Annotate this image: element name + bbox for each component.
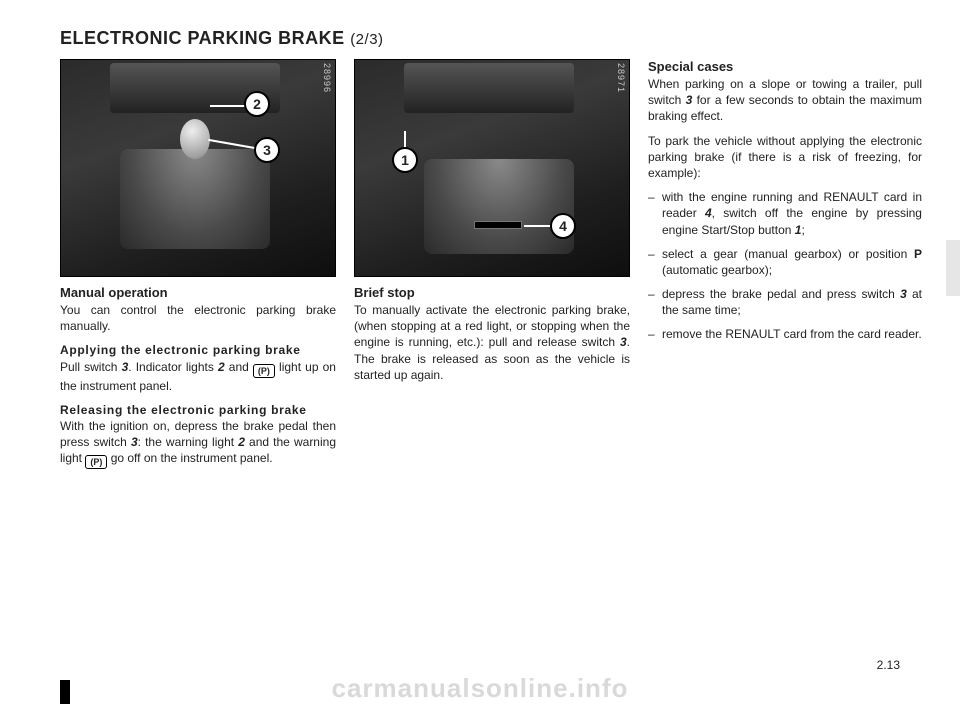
leader-line (524, 225, 552, 227)
special-cases-list: with the engine running and RENAULT card… (648, 189, 922, 343)
side-tab (946, 240, 960, 296)
callout-3: 3 (254, 137, 280, 163)
column-1: 28996 2 3 Manual operation You can contr… (60, 59, 336, 477)
manual-page: ELECTRONIC PARKING BRAKE (2/3) 28996 2 3… (0, 0, 960, 710)
shift-knob-shape (180, 119, 210, 159)
para-no-apply: To park the vehicle without applying the… (648, 133, 922, 182)
para-manual-operation: You can control the electronic parking b… (60, 302, 336, 334)
heading-special-cases: Special cases (648, 59, 922, 74)
title-main: ELECTRONIC PARKING BRAKE (60, 28, 350, 48)
heading-manual-operation: Manual operation (60, 285, 336, 300)
leader-line (210, 105, 246, 107)
photo-id-1: 28996 (322, 63, 332, 93)
list-item: remove the RENAULT card from the card re… (648, 326, 922, 342)
special-cases-section: Special cases When parking on a slope or… (648, 59, 922, 125)
page-title: ELECTRONIC PARKING BRAKE (2/3) (60, 28, 922, 49)
console-shape (424, 159, 574, 254)
title-part: (2/3) (350, 31, 383, 48)
heading-brief-stop: Brief stop (354, 285, 630, 300)
console-shape (120, 149, 270, 249)
watermark: carmanualsonline.info (0, 673, 960, 704)
content-columns: 28996 2 3 Manual operation You can contr… (60, 59, 922, 477)
photo-id-2: 28971 (616, 63, 626, 93)
callout-4: 4 (550, 213, 576, 239)
list-item: with the engine running and RENAULT card… (648, 189, 922, 238)
dashboard-shape (404, 63, 574, 113)
photo-gear-shift: 28996 2 3 (60, 59, 336, 277)
callout-1: 1 (392, 147, 418, 173)
brief-stop-section: Brief stop To manually activate the elec… (354, 285, 630, 383)
parking-indicator-icon: (P) (85, 455, 107, 469)
footer-mark (60, 680, 70, 704)
list-item: depress the brake pedal and press switch… (648, 286, 922, 318)
para-releasing-brake: With the ignition on, depress the brake … (60, 418, 336, 469)
card-slot-shape (474, 221, 522, 229)
parking-indicator-icon: (P) (253, 364, 275, 378)
heading-applying-brake: Applying the electronic parking brake (60, 342, 336, 358)
para-special-intro: When parking on a slope or towing a trai… (648, 76, 922, 125)
list-item: select a gear (manual gearbox) or positi… (648, 246, 922, 278)
applying-brake-section: Applying the electronic parking brake Pu… (60, 342, 336, 393)
photo-card-reader: 28971 1 4 (354, 59, 630, 277)
manual-op-section: Manual operation You can control the ele… (60, 285, 336, 334)
para-applying-brake: Pull switch 3. Indicator lights 2 and (P… (60, 359, 336, 394)
para-brief-stop: To manually activate the electronic park… (354, 302, 630, 383)
releasing-brake-section: Releasing the electronic parking brake W… (60, 402, 336, 470)
column-3: Special cases When parking on a slope or… (648, 59, 922, 477)
column-2: 28971 1 4 Brief stop To manually activat… (354, 59, 630, 477)
callout-2: 2 (244, 91, 270, 117)
heading-releasing-brake: Releasing the electronic parking brake (60, 402, 336, 418)
page-number: 2.13 (877, 658, 900, 672)
special-cases-note: To park the vehicle without applying the… (648, 133, 922, 182)
